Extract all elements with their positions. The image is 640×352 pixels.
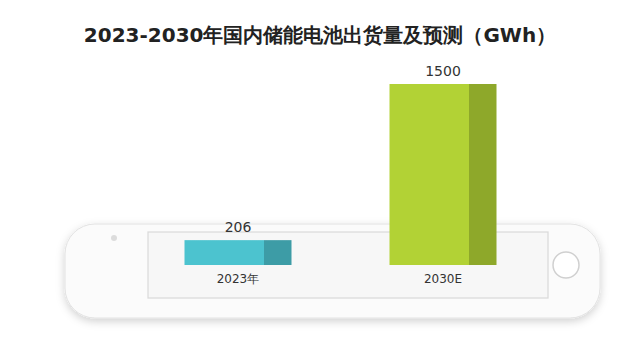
data-label: 206 bbox=[225, 219, 252, 235]
title: 2023-2030年国内储能电池出货量及预测（GWh） bbox=[84, 23, 556, 47]
bar bbox=[390, 84, 497, 265]
category-label: 2030E bbox=[424, 272, 462, 286]
data-label: 1500 bbox=[425, 63, 461, 79]
phone-body bbox=[65, 224, 600, 318]
phone-camera bbox=[111, 235, 117, 241]
category-label: 2023年 bbox=[217, 272, 260, 286]
bars bbox=[185, 84, 497, 265]
chart: 2023-2030年国内储能电池出货量及预测（GWh） 206 2023年 1500 2… bbox=[0, 0, 640, 352]
phone-button bbox=[553, 252, 579, 278]
bar bbox=[185, 240, 292, 265]
